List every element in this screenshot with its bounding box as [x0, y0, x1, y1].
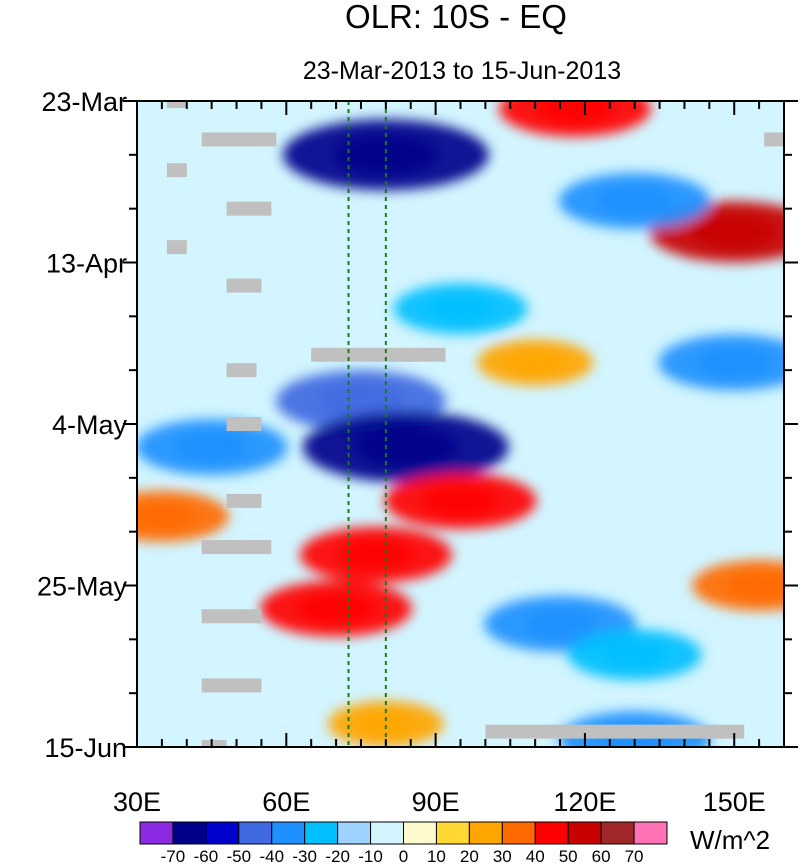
x-tick-label: 30E [113, 787, 161, 817]
colorbar-label: 40 [526, 847, 545, 863]
colorbar-swatch [337, 821, 372, 845]
chart-title: OLR: 10S - EQ [345, 0, 567, 35]
missing-data-bar [226, 201, 272, 216]
anomaly-core [536, 101, 613, 125]
colorbar-label: 70 [625, 847, 644, 863]
anomaly-core [691, 214, 777, 249]
y-tick-label: 4-May [52, 410, 128, 440]
colorbar: -70 -60 -50 -40 -30 -20 -10 0 10 20 30 40 50 60 70 [139, 821, 668, 866]
anomaly-core [422, 485, 499, 517]
missing-data-bar [201, 609, 262, 624]
y-tick-label: 25-May [37, 572, 128, 602]
colorbar-swatch [501, 821, 536, 845]
missing-data-bar [166, 240, 187, 255]
y-axis: 23-Mar 13-Apr 4-May 25-May 15-Jun [37, 87, 798, 763]
colorbar-label: 50 [559, 847, 578, 863]
x-tick-label: 150E [703, 787, 766, 817]
anomaly-core [298, 593, 375, 624]
colorbar-swatch [271, 821, 306, 845]
anomaly-core [506, 349, 565, 376]
missing-data-bar [226, 417, 262, 431]
x-axis: 30E 60E 90E 120E 150E [113, 101, 785, 817]
colorbar-label: 10 [427, 847, 446, 863]
anomaly-core [173, 431, 250, 463]
y-tick-label: 15-Jun [44, 733, 127, 763]
colorbar-label: -20 [325, 847, 350, 863]
x-tick-label: 60E [262, 787, 310, 817]
colorbar-label: -10 [358, 847, 383, 863]
colorbar-swatch [139, 821, 174, 845]
missing-data-bar [201, 740, 227, 747]
missing-data-bar [201, 540, 272, 555]
colorbar-swatch [403, 821, 437, 845]
colorbar-label: -30 [292, 847, 317, 863]
anomaly-core [356, 711, 415, 737]
anomaly-core [318, 384, 404, 418]
plot-area [137, 101, 784, 747]
anomaly-core [522, 608, 599, 640]
colorbar-label: -60 [194, 847, 219, 863]
y-tick-label: 23-Mar [41, 87, 127, 117]
missing-data-bar [201, 132, 277, 147]
missing-data-layer [166, 101, 784, 747]
missing-data-bar [226, 363, 257, 378]
colorbar-unit: W/m^2 [690, 825, 770, 855]
colorbar-swatch [172, 821, 207, 845]
reference-lines [347, 101, 387, 747]
missing-data-bar [201, 678, 262, 693]
colorbar-label: 60 [592, 847, 611, 863]
colorbar-swatch [600, 821, 635, 845]
missing-data-bar [764, 132, 784, 147]
colorbar-swatch [238, 821, 273, 845]
x-tick-label: 90E [412, 787, 460, 817]
anomaly-core [596, 185, 673, 217]
anomaly-core [725, 571, 784, 600]
chart-subtitle: 23-Mar-2013 to 15-Jun-2013 [303, 57, 621, 85]
missing-data-bar [226, 493, 262, 508]
anomaly-core [354, 427, 458, 467]
colorbar-label: -50 [227, 847, 252, 863]
anomaly-core [601, 640, 669, 669]
anomaly-core [427, 294, 494, 323]
colorbar-label: 30 [493, 847, 512, 863]
colorbar-swatch [468, 821, 503, 845]
colorbar-swatch [370, 821, 404, 845]
anomaly-core [334, 135, 438, 175]
colorbar-label: -70 [161, 847, 186, 863]
colorbar-swatch [567, 821, 602, 845]
missing-data-bar [226, 278, 262, 293]
colorbar-label: 0 [399, 847, 408, 863]
x-tick-label: 120E [553, 787, 616, 817]
missing-data-bar [311, 347, 446, 362]
y-tick-label: 13-Apr [46, 249, 127, 279]
colorbar-swatch [205, 821, 240, 845]
colorbar-swatch [304, 821, 339, 845]
colorbar-swatch [633, 821, 668, 845]
colorbar-swatch [435, 821, 470, 845]
missing-data-bar [485, 724, 745, 739]
anomaly-core [137, 502, 196, 531]
anomaly-core [337, 539, 414, 571]
missing-data-bar [166, 163, 187, 178]
anomaly-core [696, 347, 773, 378]
colorbar-label: -40 [259, 847, 284, 863]
colorbar-label: 20 [460, 847, 479, 863]
missing-data-bar [166, 101, 187, 108]
colorbar-swatch [534, 821, 569, 845]
anomaly-field [137, 101, 784, 747]
